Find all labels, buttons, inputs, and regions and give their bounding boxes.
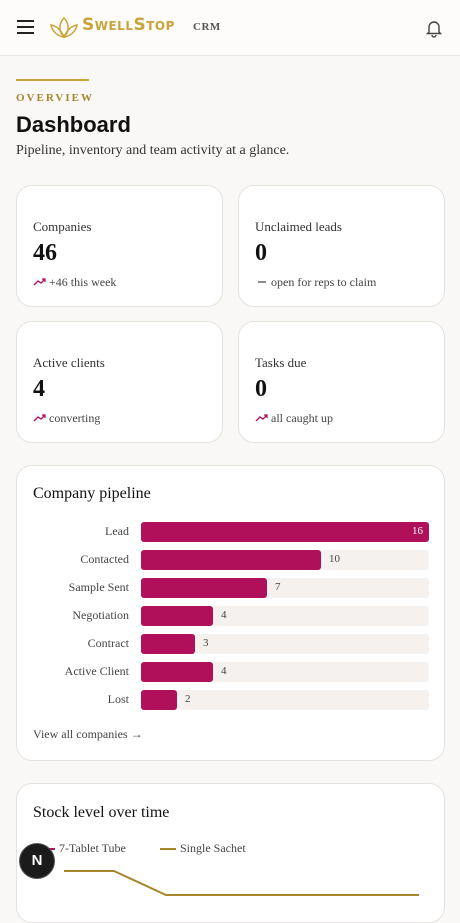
legend-label: 7-Tablet Tube	[59, 841, 126, 855]
logo-icon	[50, 16, 78, 39]
stat-label: Unclaimed leads	[255, 219, 342, 234]
view-all-link[interactable]: View all companies →	[33, 727, 143, 741]
page-title: Dashboard	[16, 112, 131, 137]
pipeline-bars	[141, 522, 429, 710]
category-label: Lead	[105, 524, 129, 538]
stock-card: Stock level over time 7-Tablet Tube Singl…	[16, 783, 445, 923]
eyebrow: OVERVIEW	[16, 92, 94, 104]
category-label: Lost	[107, 692, 129, 706]
pipeline-title: Company pipeline	[33, 485, 151, 502]
menu-button[interactable]	[16, 18, 36, 36]
trend-icon	[33, 278, 46, 286]
trend-up	[255, 414, 268, 422]
brand-suffix: CRM	[193, 21, 221, 33]
category-label: Active Client	[64, 664, 129, 678]
bar-track	[141, 634, 429, 654]
stat-card: Companies 46 +46 this week	[16, 185, 223, 307]
subtitle: Pipeline, inventory and team activity at…	[16, 143, 290, 158]
stat-label: Active clients	[33, 355, 105, 370]
stat-label: Companies	[33, 219, 92, 234]
bar-track	[141, 690, 429, 710]
value-label: 7	[275, 581, 281, 593]
stat-note: all caught up	[271, 411, 333, 425]
value-label: 4	[221, 609, 227, 621]
trend-icon	[255, 414, 268, 422]
bar	[141, 606, 213, 626]
dev-badge[interactable]: N	[19, 843, 55, 879]
stat-card: Unclaimed leads 0 open for reps to claim	[238, 185, 445, 307]
notifications-button[interactable]	[425, 18, 443, 38]
stat-value: 4	[33, 376, 45, 402]
stat-card: Active clients 4 converting	[16, 321, 223, 443]
bar	[141, 634, 195, 654]
stock-line	[64, 870, 419, 896]
value-label: 3	[203, 637, 209, 649]
stat-label: Tasks due	[255, 355, 307, 370]
trend-up	[33, 278, 46, 286]
trend-icon	[33, 414, 46, 422]
value-label: 16	[412, 525, 423, 537]
accent-line	[16, 79, 89, 81]
stat-note: converting	[49, 411, 101, 425]
stat-note: open for reps to claim	[271, 275, 377, 289]
stat-value: 0	[255, 240, 267, 266]
value-label: 2	[185, 693, 191, 705]
stat-value: 46	[33, 240, 57, 266]
pipeline-card: Company pipeline Lead 16 Contacted 10 Sample…	[16, 465, 445, 761]
stat-note: +46 this week	[49, 275, 117, 289]
legend-swatch	[160, 848, 176, 850]
bar	[141, 662, 213, 682]
category-label: Sample Sent	[68, 580, 129, 594]
legend-label: Single Sachet	[180, 841, 246, 855]
value-label: 4	[221, 665, 227, 677]
value-label: 10	[329, 553, 340, 565]
stock-title: Stock level over time	[33, 804, 170, 821]
category-label: Contacted	[80, 552, 129, 566]
bar	[141, 578, 267, 598]
header: SwellStop CRM	[0, 0, 460, 56]
category-label: Contract	[87, 636, 129, 650]
trend-up	[33, 414, 46, 422]
category-label: Negotiation	[72, 608, 129, 622]
bar	[141, 550, 321, 570]
bar	[141, 690, 177, 710]
stat-card: Tasks due 0 all caught up	[238, 321, 445, 443]
brand: SwellStop	[82, 15, 175, 35]
trend-icon	[258, 281, 266, 283]
stat-value: 0	[255, 376, 267, 402]
bar	[141, 522, 429, 542]
